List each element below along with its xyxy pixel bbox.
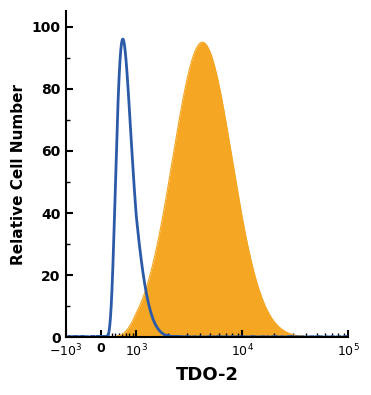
X-axis label: TDO-2: TDO-2 [175,366,239,384]
Y-axis label: Relative Cell Number: Relative Cell Number [11,84,26,265]
